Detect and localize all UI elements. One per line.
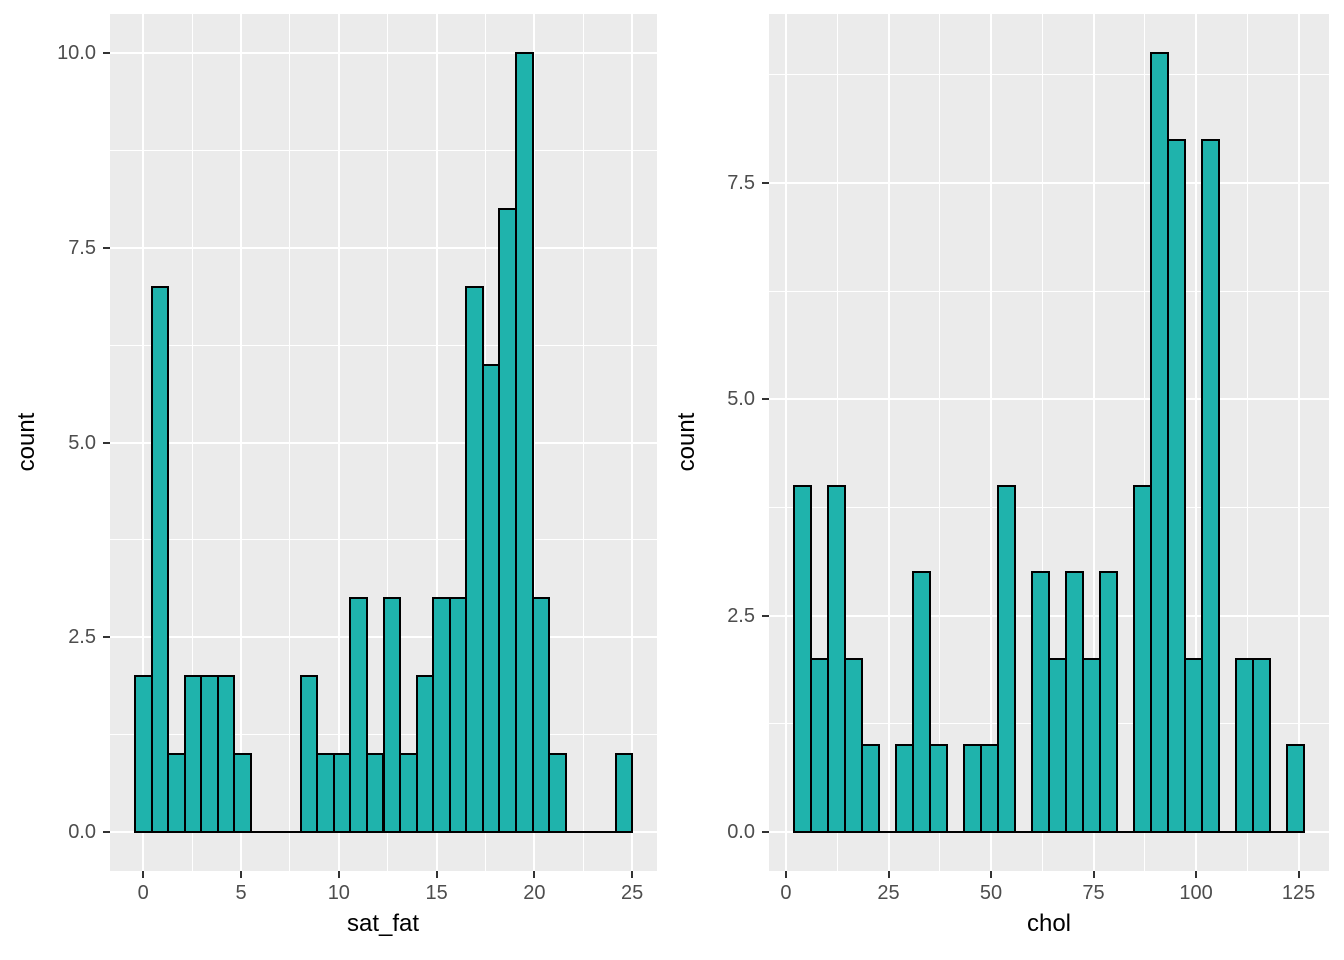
histogram-bar: [382, 597, 402, 834]
x-tick-mark: [784, 871, 787, 878]
x-tick-label: 0: [137, 882, 149, 904]
x-major-gridline: [533, 14, 536, 871]
x-major-gridline: [142, 14, 145, 871]
x-tick-label: 25: [877, 882, 900, 904]
histogram-bar: [997, 484, 1017, 834]
histogram-bar: [548, 753, 567, 834]
y-tick-label: 5.0: [68, 431, 96, 454]
y-tick-mark: [103, 636, 110, 639]
histogram-bar: [1166, 138, 1186, 834]
y-axis-title-count-right: count: [673, 412, 700, 472]
y-tick-mark: [103, 246, 110, 249]
x-minor-gridline: [1246, 14, 1248, 871]
x-major-gridline: [631, 14, 634, 871]
x-tick-mark: [533, 871, 536, 878]
x-tick-mark: [1297, 871, 1300, 878]
y-tick-mark: [762, 831, 769, 834]
histogram-bar: [614, 753, 634, 834]
y-tick-label: 0.0: [68, 821, 96, 844]
y-tick-label: 10.0: [57, 41, 96, 64]
x-minor-gridline: [1144, 14, 1146, 871]
x-major-gridline: [337, 14, 340, 871]
x-tick-label: 10: [327, 882, 350, 904]
x-tick-mark: [435, 871, 438, 878]
x-major-gridline: [784, 14, 787, 871]
histogram-bar: [150, 285, 170, 834]
histogram-bar: [349, 597, 369, 834]
y-tick-label: 2.5: [68, 626, 96, 649]
x-axis-title-sat-fat: sat_fat: [346, 910, 420, 937]
y-minor-gridline: [769, 74, 1329, 76]
x-tick-mark: [990, 871, 993, 878]
x-tick-mark: [337, 871, 340, 878]
x-axis-title-chol: chol: [1026, 910, 1072, 937]
histogram-bar: [233, 753, 252, 834]
x-tick-mark: [1195, 871, 1198, 878]
x-tick-mark: [887, 871, 890, 878]
x-tick-label: 20: [523, 882, 546, 904]
y-major-gridline: [110, 51, 657, 54]
x-minor-gridline: [836, 14, 838, 871]
x-tick-label: 75: [1082, 882, 1105, 904]
x-major-gridline: [990, 14, 993, 871]
y-tick-label: 2.5: [727, 604, 755, 627]
y-tick-label: 5.0: [727, 388, 755, 411]
y-tick-label: 7.5: [68, 236, 96, 259]
x-tick-mark: [631, 871, 634, 878]
x-minor-gridline: [1041, 14, 1043, 871]
y-minor-gridline: [769, 290, 1329, 292]
y-minor-gridline: [110, 344, 657, 346]
x-tick-label: 50: [979, 882, 1003, 904]
histogram-bar: [929, 744, 949, 834]
x-tick-mark: [1092, 871, 1095, 878]
x-major-gridline: [887, 14, 890, 871]
y-major-gridline: [769, 398, 1329, 401]
x-tick-label: 125: [1281, 882, 1316, 904]
x-tick-label: 5: [235, 882, 247, 904]
x-tick-mark: [240, 871, 243, 878]
y-tick-mark: [103, 831, 110, 834]
x-tick-label: 25: [621, 882, 644, 904]
histogram-bar: [515, 51, 534, 834]
x-tick-mark: [142, 871, 145, 878]
x-tick-label: 15: [425, 882, 448, 904]
x-major-gridline: [240, 14, 243, 871]
histogram-bar: [861, 744, 881, 834]
x-minor-gridline: [939, 14, 941, 871]
y-tick-mark: [103, 441, 110, 444]
histogram-bar: [1098, 571, 1118, 834]
y-tick-mark: [762, 181, 769, 184]
x-tick-label: 0: [780, 882, 792, 904]
histogram-bar: [912, 571, 932, 834]
x-major-gridline: [435, 14, 438, 871]
x-major-gridline: [1195, 14, 1198, 871]
y-major-gridline: [110, 246, 657, 249]
histogram-bar: [1200, 138, 1220, 834]
y-major-gridline: [110, 441, 657, 444]
y-minor-gridline: [110, 149, 657, 151]
y-tick-label: 7.5: [727, 171, 755, 194]
y-major-gridline: [769, 181, 1329, 184]
y-tick-mark: [762, 398, 769, 401]
x-major-gridline: [1092, 14, 1095, 871]
y-tick-mark: [103, 51, 110, 54]
histogram-bar: [1285, 744, 1305, 834]
x-major-gridline: [1297, 14, 1300, 871]
histogram-bar: [531, 597, 551, 834]
histogram-bar: [1251, 657, 1271, 834]
y-minor-gridline: [769, 506, 1329, 508]
y-tick-mark: [762, 614, 769, 617]
y-tick-label: 0.0: [727, 821, 755, 844]
y-minor-gridline: [110, 539, 657, 541]
x-tick-label: 100: [1179, 882, 1213, 904]
